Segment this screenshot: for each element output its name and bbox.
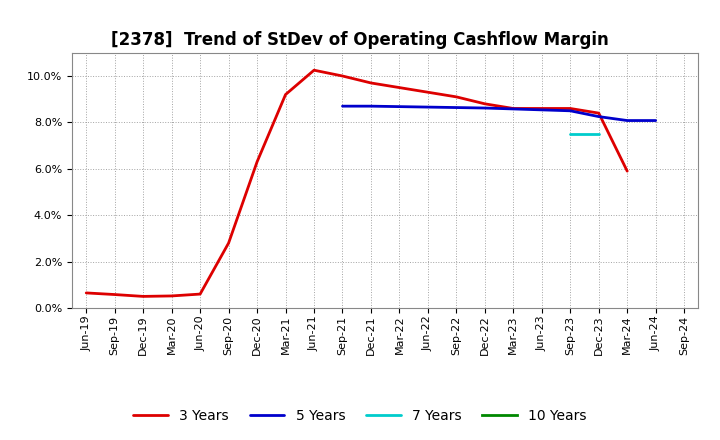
5 Years	[395, 104, 404, 109]
3 Years	[366, 81, 375, 86]
Line: 5 Years: 5 Years	[343, 106, 656, 121]
7 Years	[566, 132, 575, 137]
5 Years	[452, 105, 461, 110]
3 Years	[253, 159, 261, 165]
5 Years	[566, 108, 575, 114]
3 Years	[225, 240, 233, 246]
3 Years	[595, 110, 603, 116]
5 Years	[338, 103, 347, 109]
5 Years	[509, 106, 518, 112]
3 Years	[282, 92, 290, 97]
3 Years	[566, 106, 575, 111]
5 Years	[595, 114, 603, 119]
5 Years	[423, 104, 432, 110]
Text: [2378]  Trend of StDev of Operating Cashflow Margin: [2378] Trend of StDev of Operating Cashf…	[111, 31, 609, 49]
3 Years	[310, 68, 318, 73]
5 Years	[652, 118, 660, 123]
3 Years	[110, 292, 119, 297]
5 Years	[366, 103, 375, 109]
5 Years	[537, 107, 546, 113]
3 Years	[395, 85, 404, 90]
Line: 3 Years: 3 Years	[86, 70, 627, 297]
5 Years	[623, 118, 631, 123]
7 Years	[595, 132, 603, 137]
3 Years	[338, 73, 347, 79]
3 Years	[82, 290, 91, 296]
Legend: 3 Years, 5 Years, 7 Years, 10 Years: 3 Years, 5 Years, 7 Years, 10 Years	[128, 403, 592, 429]
3 Years	[452, 94, 461, 99]
3 Years	[480, 101, 489, 106]
3 Years	[423, 90, 432, 95]
5 Years	[480, 105, 489, 110]
3 Years	[139, 294, 148, 299]
3 Years	[537, 106, 546, 111]
3 Years	[623, 169, 631, 174]
3 Years	[196, 291, 204, 297]
3 Years	[167, 293, 176, 299]
3 Years	[509, 106, 518, 111]
